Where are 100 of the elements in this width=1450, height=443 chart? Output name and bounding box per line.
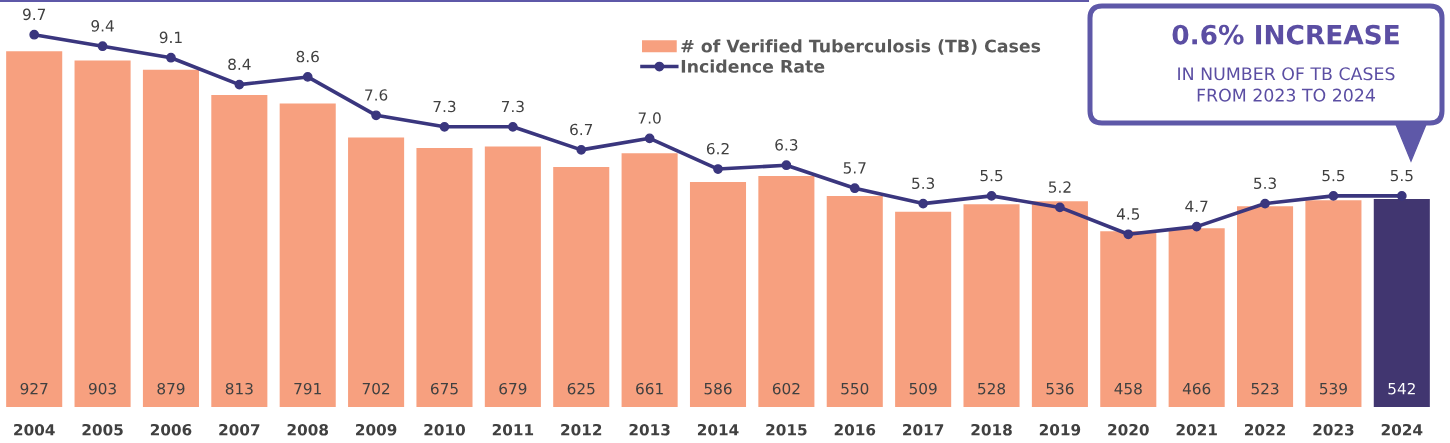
data-label: 9.7 (23, 8, 46, 21)
bar (1305, 200, 1362, 407)
data-label: 602 (772, 382, 800, 395)
data-label: 679 (499, 382, 527, 395)
point (439, 121, 450, 132)
point (97, 41, 108, 52)
data-label: 6.2 (706, 142, 729, 155)
data-label: 5.2 (1048, 181, 1071, 193)
x-tick-label: 2014 (697, 423, 739, 436)
data-label: 7.3 (501, 100, 524, 113)
data-label: 550 (841, 382, 869, 395)
bar (621, 153, 678, 407)
data-label: 536 (1046, 382, 1074, 395)
data-label: 523 (1251, 382, 1279, 395)
x-tick-label: 2013 (629, 423, 670, 436)
bar (963, 204, 1020, 407)
data-label: 509 (909, 382, 937, 395)
point (371, 110, 381, 121)
x-tick-label: 2005 (82, 423, 123, 436)
bar (758, 175, 815, 407)
bar (348, 137, 405, 407)
data-label: 879 (157, 382, 185, 395)
data-label: 702 (362, 382, 390, 395)
x-tick-label: 2012 (561, 423, 602, 436)
x-tick-label: 2019 (1039, 423, 1081, 436)
point (1123, 229, 1134, 240)
point (1328, 191, 1339, 201)
bar (1168, 228, 1225, 407)
data-label: 539 (1320, 382, 1347, 395)
data-label: 6.7 (570, 123, 593, 136)
point (507, 121, 518, 132)
annotation: 0.6% INCREASE (1172, 24, 1399, 45)
bar (279, 103, 336, 407)
point (1191, 221, 1202, 232)
bar (1031, 201, 1088, 407)
point (849, 183, 860, 194)
x-tick-label: 2017 (903, 423, 944, 436)
data-label: 5.5 (980, 169, 1003, 182)
point (1396, 191, 1407, 201)
point (644, 133, 655, 144)
x-tick-label: 2004 (14, 423, 55, 436)
data-label: 5.3 (912, 177, 935, 190)
x-tick-label: 2022 (1245, 423, 1285, 436)
point (918, 198, 929, 209)
bar (1373, 198, 1430, 407)
point (713, 164, 723, 174)
x-tick-label: 2015 (766, 423, 807, 436)
data-label: 4.5 (1116, 208, 1140, 220)
point (1260, 198, 1270, 209)
data-label: 528 (978, 382, 1006, 395)
data-label: 7.6 (365, 89, 388, 101)
bar (826, 195, 883, 407)
bar (211, 94, 268, 407)
bar (416, 147, 473, 407)
bar (553, 167, 610, 407)
data-label: 675 (430, 382, 458, 395)
data-label: 8.4 (228, 58, 251, 71)
x-tick-label: 2010 (424, 423, 466, 436)
point (29, 29, 40, 40)
x-tick-label: 2011 (492, 423, 534, 436)
data-label: 7.0 (638, 112, 661, 124)
data-label: 8.6 (296, 50, 319, 63)
bar (1237, 206, 1294, 407)
data-label: 661 (636, 382, 663, 395)
point (781, 160, 792, 171)
data-label: 5.5 (1322, 169, 1345, 182)
x-tick-label: 2016 (834, 423, 876, 436)
x-tick-label: 2008 (287, 423, 329, 436)
bar (484, 146, 541, 407)
point (166, 52, 176, 63)
x-tick-label: 2021 (1176, 423, 1217, 436)
x-tick-label: 2009 (356, 423, 397, 436)
x-tick-label: 2020 (1108, 423, 1149, 436)
x-tick-label: 2006 (150, 423, 192, 436)
data-label: 4.7 (1185, 200, 1208, 212)
legend-label: # of Verified Tuberculosis (TB) Cases (681, 39, 1041, 55)
data-label: 466 (1182, 382, 1211, 395)
point (986, 191, 997, 201)
data-label: 903 (88, 382, 116, 395)
data-label: 5.7 (843, 162, 866, 174)
bar (689, 182, 747, 407)
data-label: 5.5 (1390, 169, 1413, 182)
data-label: 542 (1388, 382, 1415, 395)
bar (895, 211, 952, 407)
bar (1100, 231, 1157, 407)
point (234, 79, 245, 90)
x-tick-label: 2023 (1313, 423, 1354, 436)
data-label: 9.4 (91, 20, 114, 32)
data-label: 6.3 (775, 139, 798, 151)
x-tick-label: 2024 (1381, 423, 1423, 436)
bar (142, 69, 199, 407)
x-tick-label: 2018 (971, 423, 1012, 436)
data-label: 9.1 (159, 31, 182, 44)
data-label: 791 (294, 382, 321, 395)
bar (74, 60, 131, 407)
data-label: 5.3 (1254, 177, 1276, 190)
legend-label: Incidence Rate (681, 59, 825, 73)
x-tick-label: 2007 (219, 423, 260, 436)
point (576, 144, 587, 155)
data-label: 7.3 (433, 100, 456, 113)
